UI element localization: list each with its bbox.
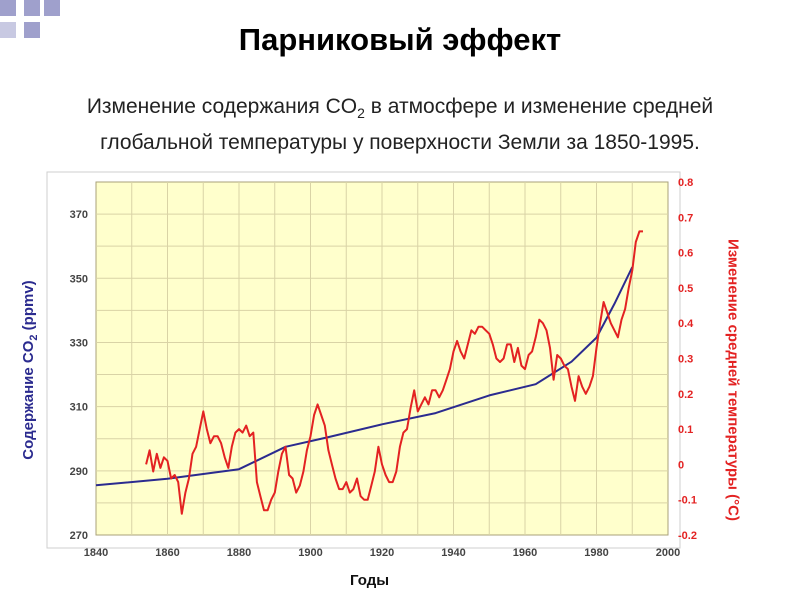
y-left-tick-label: 350: [70, 273, 88, 285]
decor-square: [44, 0, 60, 16]
subtitle-subscript: 2: [357, 105, 365, 122]
y-right-tick-label: 0.5: [678, 283, 693, 295]
y-left-title-text: Содержание CO: [20, 340, 37, 460]
tick-labels: 1840 1860 1880 1900 1920 1940 1960 1980 2000 270 2…: [70, 177, 697, 559]
x-axis-title: Годы: [350, 572, 390, 589]
y-right-tick-label: 0.8: [678, 177, 693, 189]
y-left-title-subscript: 2: [28, 334, 40, 341]
y-left-tick-label: 270: [70, 530, 88, 542]
y-left-title-unit: (ppmv): [20, 280, 37, 335]
y-axis-left-title: Содержание CO2 (ppmv): [20, 280, 40, 459]
y-right-tick-label: -0.2: [678, 530, 697, 542]
co2-series-line: [95, 266, 634, 487]
y-left-tick-label: 290: [70, 466, 88, 478]
subtitle-text: Изменение содержания CO: [86, 95, 358, 118]
y-left-tick-label: 310: [70, 402, 88, 414]
y-left-tick-label: 370: [70, 209, 88, 221]
decor-square: [24, 22, 40, 38]
y-right-tick-label: 0.4: [678, 318, 694, 330]
y-right-tick-label: 0: [678, 459, 684, 471]
x-tick-label: 1940: [441, 547, 465, 559]
x-tick-label: 1960: [513, 547, 537, 559]
x-tick-label: 1920: [370, 547, 394, 559]
x-tick-label: 1980: [584, 547, 608, 559]
x-tick-label: 1840: [84, 547, 108, 559]
y-right-tick-label: 0.6: [678, 248, 693, 260]
x-tick-label: 1880: [227, 547, 251, 559]
series-lines: [95, 230, 643, 515]
y-left-tick-label: 330: [70, 337, 88, 349]
subtitle-line-2: глобальной температуры у поверхности Зем…: [100, 131, 700, 155]
decor-square: [0, 0, 16, 16]
y-right-tick-label: 0.3: [678, 354, 693, 366]
y-right-tick-label: 0.7: [678, 212, 693, 224]
subtitle-text: в атмосфере и изменение средней: [364, 95, 714, 118]
x-tick-label: 2000: [656, 547, 680, 559]
temperature-series-line: [145, 230, 643, 515]
slide-subtitle: Изменение содержания CO2 в атмосфере и и…: [0, 92, 800, 157]
x-tick-label: 1900: [298, 547, 322, 559]
y-axis-right-title: Изменение средней температуры (°C): [724, 239, 742, 521]
subtitle-line-1: Изменение содержания CO2 в атмосфере и и…: [0, 92, 800, 128]
y-right-tick-label: 0.2: [678, 389, 693, 401]
decor-square: [24, 0, 40, 16]
slide-title: Парниковый эффект: [238, 22, 562, 57]
y-right-tick-label: 0.1: [678, 424, 693, 436]
x-tick-label: 1860: [155, 547, 179, 559]
decor-square: [0, 22, 16, 38]
y-right-tick-label: -0.1: [678, 495, 697, 507]
